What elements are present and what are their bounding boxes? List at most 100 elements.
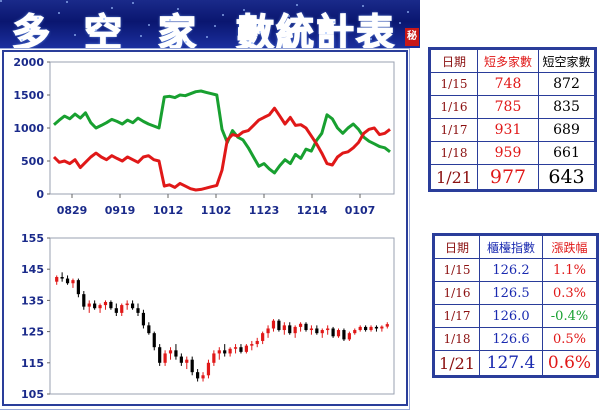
x-tick-label: 0829 <box>57 204 88 217</box>
cell-date: 1/18 <box>434 327 480 351</box>
page-title: 多 空 家 數 統 計 表 <box>0 0 400 48</box>
banner-sparkle <box>177 8 179 10</box>
banner-sparkle <box>296 4 298 6</box>
table-row: 1/17 931 689 <box>430 118 595 142</box>
candle-body <box>266 328 270 334</box>
y-tick-label: 145 <box>21 263 44 276</box>
candle-body <box>358 326 362 331</box>
banner-sparkle <box>333 21 335 23</box>
banner-sparkle <box>251 42 253 44</box>
table-row: 1/16 785 835 <box>430 95 595 119</box>
short-bull-line <box>52 106 391 192</box>
candle-body <box>282 325 286 331</box>
cell-date: 1/17 <box>430 118 478 142</box>
candle-body <box>158 347 162 363</box>
x-tick-label: 1214 <box>297 204 328 217</box>
candle-body <box>385 324 389 327</box>
banner-sparkle <box>29 28 31 30</box>
candle-body <box>315 328 319 334</box>
table-row: 1/18 126.6 0.5% <box>434 327 597 351</box>
banner-sparkle <box>66 1 68 3</box>
banner-sparkle <box>399 22 401 24</box>
title-char: 統 <box>275 10 315 48</box>
candle-body <box>255 340 259 345</box>
candle-body <box>147 325 151 334</box>
banner-sparkle <box>58 12 60 14</box>
cell-index: 126.0 <box>479 304 543 328</box>
breadth-table: 日期 短多家數 短空家數 1/15 748 872 1/16 785 835 1… <box>430 49 595 190</box>
candle-body <box>120 305 124 313</box>
candle-body <box>71 280 75 284</box>
cell-short: 661 <box>538 141 595 165</box>
candle-body <box>369 326 373 331</box>
banner-sparkle <box>74 34 76 36</box>
cell-date: 1/17 <box>434 304 480 328</box>
candle-body <box>55 277 59 282</box>
candle-body <box>304 323 308 331</box>
banner-sparkle <box>214 25 216 27</box>
y-tick-label: 1000 <box>13 122 44 135</box>
candle-body <box>103 301 108 306</box>
candle-body <box>320 330 324 334</box>
table-header-row: 日期 短多家數 短空家數 <box>430 49 595 73</box>
header-change: 漲跌幅 <box>542 235 597 259</box>
candle-body <box>228 348 232 354</box>
cell-change: 0.5% <box>542 327 597 351</box>
cell-change: 0.6% <box>542 350 597 376</box>
banner-sparkle <box>95 29 97 31</box>
table-row-latest: 1/21 977 643 <box>430 164 595 190</box>
cell-index: 126.5 <box>479 281 543 305</box>
candle-body <box>136 308 140 313</box>
cell-date: 1/16 <box>430 95 478 119</box>
banner-sparkle <box>259 31 261 33</box>
title-char: 計 <box>315 10 355 48</box>
table-row: 1/15 748 872 <box>430 72 595 96</box>
cell-index: 126.2 <box>479 258 543 282</box>
banner-sparkle <box>21 39 23 41</box>
banner-sparkle <box>140 35 142 37</box>
cell-index: 127.4 <box>479 350 543 376</box>
candle-body <box>347 333 351 340</box>
cell-long: 785 <box>477 95 539 119</box>
banner-sparkle <box>37 17 39 19</box>
title-char: 空 <box>83 10 123 48</box>
short-bear-line <box>53 89 391 175</box>
candle-body <box>114 308 118 313</box>
banner-sparkle <box>407 11 409 13</box>
header-date: 日期 <box>430 49 478 73</box>
seal-stamp: 秘 <box>405 28 419 46</box>
banner-sparkle <box>206 36 208 38</box>
candle-body <box>212 353 216 363</box>
candle-body <box>109 301 113 309</box>
otc-index-table: 日期 櫃檯指數 漲跌幅 1/15 126.2 1.1% 1/16 126.5 0… <box>434 235 597 376</box>
candle-body <box>60 277 64 279</box>
y-tick-label: 115 <box>21 357 44 370</box>
charts-svg: 2000 1500 1000 500 0 0829 0919 1012 1102 1123 1214… <box>13 56 395 401</box>
candle-body <box>380 326 384 329</box>
cell-change: -0.4% <box>542 304 597 328</box>
candle-body <box>239 347 243 352</box>
chart-frame: 2000 1500 1000 500 0 0829 0919 1012 1102 1123 1214… <box>0 48 410 410</box>
cell-date: 1/16 <box>434 281 480 305</box>
banner-sparkle <box>148 24 150 26</box>
bottom-candlestick-chart: 155 145 135 125 115 105 <box>21 232 395 401</box>
candle-body <box>277 320 281 331</box>
cell-change: 1.1% <box>542 258 597 282</box>
y-tick-label: 1500 <box>13 89 44 102</box>
candle-body <box>174 350 178 357</box>
table-row: 1/18 959 661 <box>430 141 595 165</box>
header-date: 日期 <box>434 235 480 259</box>
y-tick-label: 500 <box>21 155 44 168</box>
banner-sparkle <box>325 32 327 34</box>
bottom-plot-area <box>49 237 395 395</box>
cell-change: 0.3% <box>542 281 597 305</box>
x-tick-label: 1012 <box>153 204 184 217</box>
cell-index: 126.6 <box>479 327 543 351</box>
table-row: 1/16 126.5 0.3% <box>434 281 597 305</box>
banner-sparkle <box>370 38 372 40</box>
candle-body <box>233 347 238 349</box>
x-tick-label: 0107 <box>345 204 376 217</box>
cell-long: 959 <box>477 141 539 165</box>
table-header-row: 日期 櫃檯指數 漲跌幅 <box>434 235 597 259</box>
cell-date: 1/21 <box>430 164 478 190</box>
